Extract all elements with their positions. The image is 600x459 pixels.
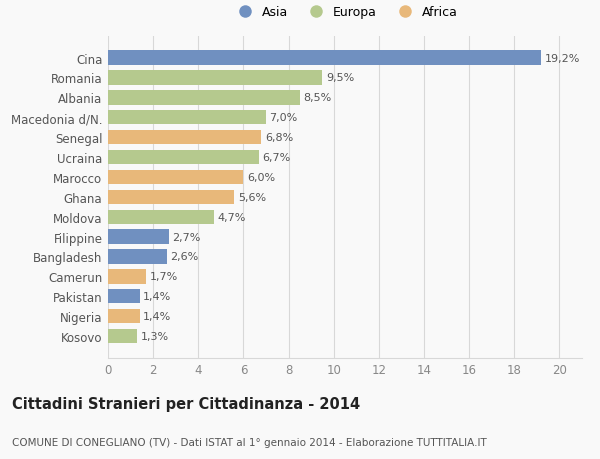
Text: 6,0%: 6,0% [247, 173, 275, 183]
Text: 4,7%: 4,7% [217, 212, 246, 222]
Bar [108, 71, 322, 85]
Text: 19,2%: 19,2% [545, 54, 580, 63]
Text: 9,5%: 9,5% [326, 73, 354, 83]
Bar [108, 151, 259, 165]
Text: 8,5%: 8,5% [303, 93, 331, 103]
Bar [108, 290, 140, 304]
Bar [108, 131, 262, 145]
Bar [108, 230, 169, 244]
Text: 1,7%: 1,7% [150, 272, 178, 282]
Bar [108, 51, 541, 66]
Bar [108, 309, 140, 324]
Text: 6,7%: 6,7% [263, 153, 291, 162]
Bar [108, 190, 235, 205]
Text: Cittadini Stranieri per Cittadinanza - 2014: Cittadini Stranieri per Cittadinanza - 2… [12, 397, 360, 412]
Bar [108, 250, 167, 264]
Text: 6,8%: 6,8% [265, 133, 293, 143]
Text: 2,7%: 2,7% [172, 232, 201, 242]
Bar [108, 91, 300, 105]
Text: 1,4%: 1,4% [143, 312, 171, 321]
Text: 7,0%: 7,0% [269, 113, 298, 123]
Text: 5,6%: 5,6% [238, 192, 266, 202]
Bar [108, 329, 137, 343]
Bar [108, 170, 244, 185]
Text: 1,4%: 1,4% [143, 291, 171, 302]
Text: COMUNE DI CONEGLIANO (TV) - Dati ISTAT al 1° gennaio 2014 - Elaborazione TUTTITA: COMUNE DI CONEGLIANO (TV) - Dati ISTAT a… [12, 437, 487, 447]
Bar [108, 210, 214, 224]
Legend: Asia, Europa, Africa: Asia, Europa, Africa [227, 1, 463, 24]
Bar [108, 269, 146, 284]
Bar [108, 111, 266, 125]
Text: 1,3%: 1,3% [141, 331, 169, 341]
Text: 2,6%: 2,6% [170, 252, 199, 262]
